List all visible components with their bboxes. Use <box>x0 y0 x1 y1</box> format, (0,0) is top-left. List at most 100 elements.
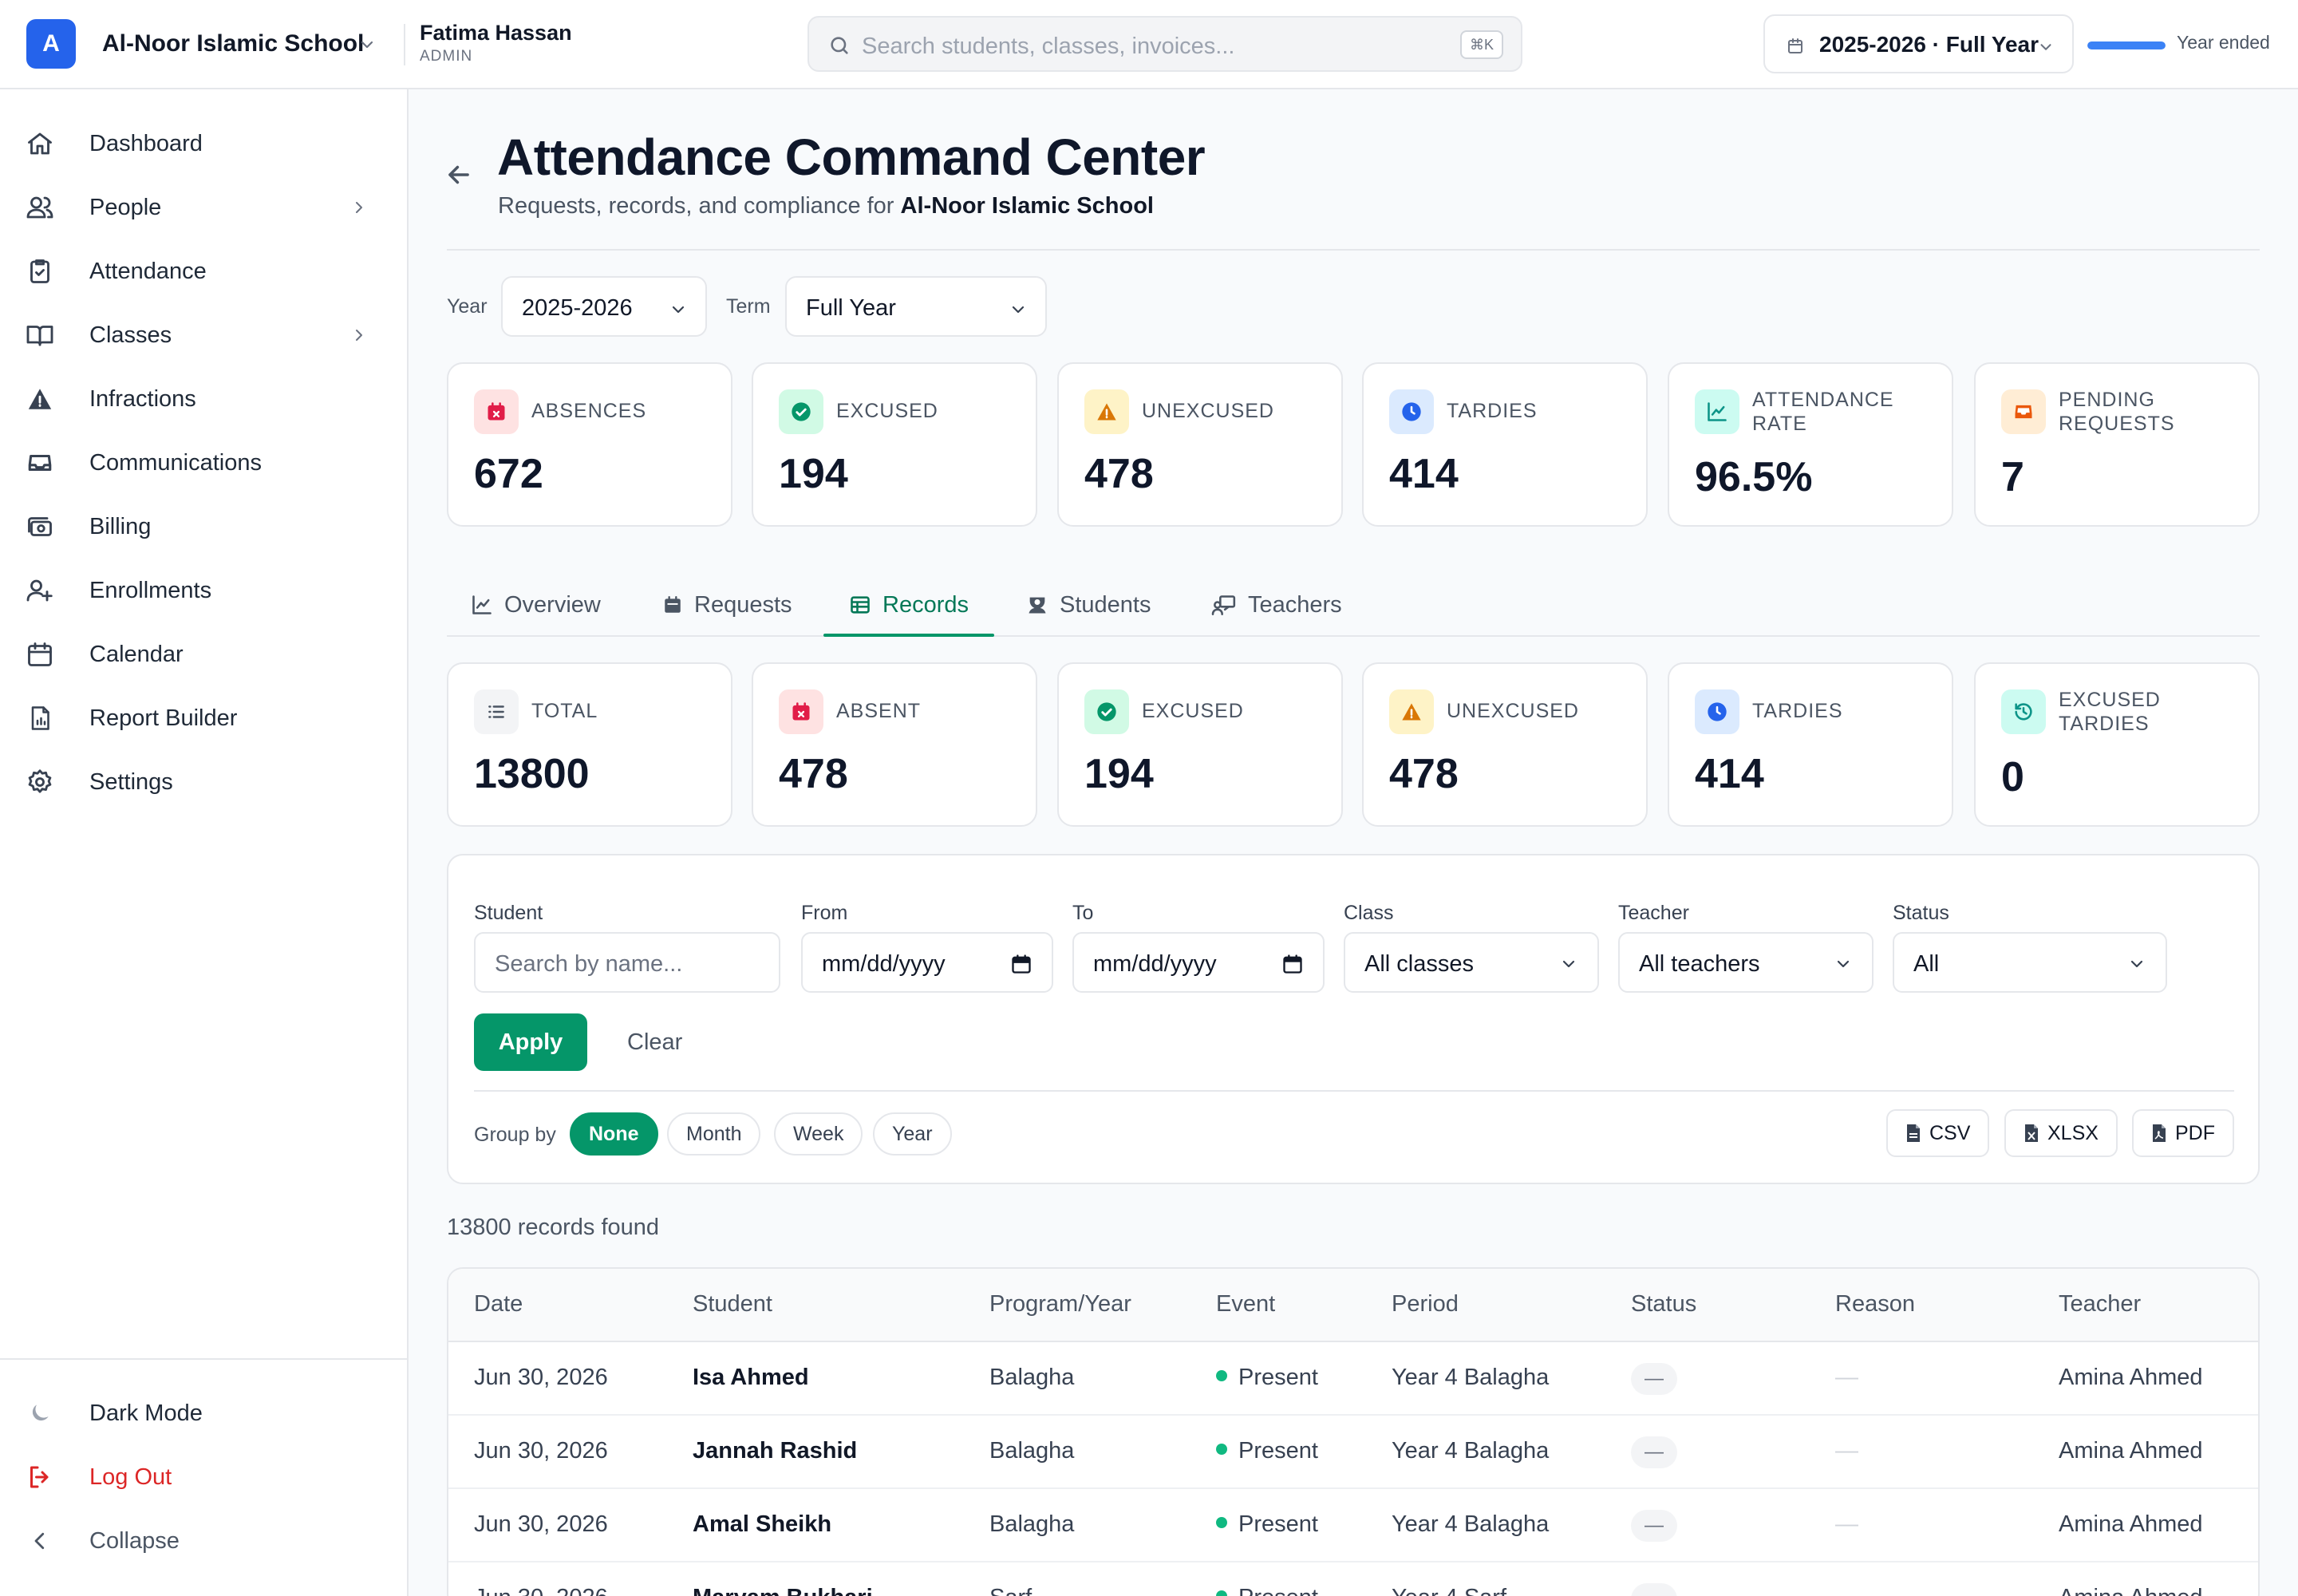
chart-line-icon <box>471 594 493 616</box>
tab-students[interactable]: Students <box>1001 575 1176 635</box>
sidebar-item-label: People <box>89 194 162 220</box>
to-date-input[interactable]: mm/dd/yyyy <box>1072 932 1325 993</box>
inbox-icon <box>2001 389 2046 434</box>
gear-icon <box>24 766 56 798</box>
table-row[interactable]: Jun 30, 2026 Isa Ahmed Balagha Present Y… <box>448 1342 2258 1416</box>
stat-card-excused: EXCUSED 194 <box>752 362 1037 527</box>
year-value: 2025-2026 <box>522 295 633 321</box>
sidebar-item-dashboard[interactable]: Dashboard <box>24 120 375 168</box>
record-card-unexcused: UNEXCUSED 478 <box>1362 662 1648 827</box>
year-term-selector[interactable]: 2025-2026 · Full Year <box>1763 14 2074 73</box>
stat-value: 672 <box>474 451 543 497</box>
clear-button[interactable]: Clear <box>627 1029 683 1055</box>
sidebar-item-label: Attendance <box>89 258 207 284</box>
from-date-input[interactable]: mm/dd/yyyy <box>801 932 1053 993</box>
collapse-sidebar-button[interactable]: Collapse <box>24 1517 375 1565</box>
cell-student[interactable]: Isa Ahmed <box>693 1365 809 1390</box>
stat-label: UNEXCUSED <box>1447 700 1579 722</box>
student-search-input[interactable]: Search by name... <box>474 932 780 993</box>
table-row[interactable]: Jun 30, 2026 Jannah Rashid Balagha Prese… <box>448 1416 2258 1489</box>
back-arrow-icon[interactable] <box>444 160 474 190</box>
dark-mode-label: Dark Mode <box>89 1400 203 1426</box>
school-logo[interactable]: A <box>26 19 76 69</box>
clock-icon <box>1695 689 1739 734</box>
apply-button[interactable]: Apply <box>474 1013 587 1071</box>
column-header-date[interactable]: Date <box>474 1291 523 1317</box>
global-search-input[interactable]: Search students, classes, invoices... ⌘K <box>807 16 1522 72</box>
table-row[interactable]: Jun 30, 2026 Amal Sheikh Balagha Present… <box>448 1489 2258 1562</box>
class-select[interactable]: All classes <box>1344 932 1599 993</box>
tabs-divider <box>447 635 2260 637</box>
tab-requests[interactable]: Requests <box>637 575 818 635</box>
cell-date: Jun 30, 2026 <box>474 1585 608 1596</box>
user-role: ADMIN <box>420 48 473 65</box>
sidebar-item-label: Classes <box>89 322 172 348</box>
stat-value: 478 <box>779 751 848 797</box>
group-by-year[interactable]: Year <box>873 1112 952 1156</box>
dark-mode-toggle[interactable]: Dark Mode <box>24 1389 375 1437</box>
column-header-teacher[interactable]: Teacher <box>2059 1291 2142 1317</box>
group-by-week[interactable]: Week <box>774 1112 863 1156</box>
cell-student[interactable]: Amal Sheikh <box>693 1511 832 1537</box>
calendar-icon[interactable] <box>1281 953 1304 975</box>
tab-label: Overview <box>504 591 601 618</box>
stat-value: 194 <box>779 451 848 497</box>
tab-overview[interactable]: Overview <box>445 575 626 635</box>
sidebar-item-classes[interactable]: Classes <box>24 311 375 359</box>
sidebar-item-communications[interactable]: Communications <box>24 439 375 487</box>
sidebar-item-people[interactable]: People <box>24 184 375 231</box>
stat-label: EXCUSED <box>836 400 938 422</box>
term-label: Term <box>726 295 771 318</box>
cell-reason: — <box>1835 1585 1858 1596</box>
sidebar-item-label: Report Builder <box>89 705 238 731</box>
sidebar-item-attendance[interactable]: Attendance <box>24 247 375 295</box>
cell-teacher: Amina Ahmed <box>2059 1365 2203 1390</box>
export-xlsx-button[interactable]: XLSX <box>2004 1109 2118 1157</box>
logout-button[interactable]: Log Out <box>24 1453 375 1501</box>
cell-student[interactable]: Jannah Rashid <box>693 1438 858 1464</box>
stat-label: EXCUSED <box>1142 700 1244 722</box>
chevron-down-icon <box>1834 954 1853 974</box>
column-header-reason[interactable]: Reason <box>1835 1291 1915 1317</box>
event-label: Present <box>1238 1365 1318 1390</box>
stat-value: 0 <box>2001 754 2024 800</box>
sidebar-item-settings[interactable]: Settings <box>24 758 375 806</box>
sidebar-item-billing[interactable]: Billing <box>24 503 375 551</box>
column-header-status[interactable]: Status <box>1631 1291 1697 1317</box>
column-header-event[interactable]: Event <box>1216 1291 1276 1317</box>
status-select[interactable]: All <box>1893 932 2167 993</box>
student-filter-label: Student <box>474 902 543 924</box>
stat-label: ABSENT <box>836 700 922 722</box>
chevron-right-icon <box>349 326 369 345</box>
export-pdf-button[interactable]: PDF <box>2132 1109 2234 1157</box>
tab-teachers[interactable]: Teachers <box>1186 575 1368 635</box>
year-status: Year ended <box>2177 32 2270 53</box>
cell-program: Balagha <box>989 1365 1075 1390</box>
to-date-value: mm/dd/yyyy <box>1093 951 1217 977</box>
calendar-icon[interactable] <box>1010 953 1033 975</box>
sidebar-item-report-builder[interactable]: Report Builder <box>24 694 375 742</box>
export-csv-button[interactable]: CSV <box>1886 1109 1990 1157</box>
warning-icon <box>24 383 56 415</box>
column-header-program[interactable]: Program/Year <box>989 1291 1131 1317</box>
table-row[interactable]: Jun 30, 2026 Maryam Bukhari Sarf Present… <box>448 1562 2258 1596</box>
sidebar-item-label: Settings <box>89 768 173 795</box>
teacher-select[interactable]: All teachers <box>1618 932 1874 993</box>
group-by-month[interactable]: Month <box>667 1112 761 1156</box>
sidebar-item-calendar[interactable]: Calendar <box>24 630 375 678</box>
sidebar-item-enrollments[interactable]: Enrollments <box>24 567 375 614</box>
student-icon <box>1026 594 1048 616</box>
cell-event: Present <box>1216 1511 1318 1538</box>
column-header-period[interactable]: Period <box>1392 1291 1459 1317</box>
school-switcher[interactable]: Al-Noor Islamic School <box>102 30 365 57</box>
class-filter-label: Class <box>1344 902 1394 924</box>
cell-period: Year 4 Balagha <box>1392 1511 1550 1537</box>
sidebar-item-infractions[interactable]: Infractions <box>24 375 375 423</box>
tab-records[interactable]: Records <box>823 575 994 637</box>
term-select[interactable]: Full Year <box>785 276 1047 337</box>
chevron-down-icon[interactable] <box>357 35 377 54</box>
year-select[interactable]: 2025-2026 <box>501 276 707 337</box>
cell-student[interactable]: Maryam Bukhari <box>693 1585 873 1596</box>
group-by-none[interactable]: None <box>570 1112 658 1156</box>
column-header-student[interactable]: Student <box>693 1291 772 1317</box>
